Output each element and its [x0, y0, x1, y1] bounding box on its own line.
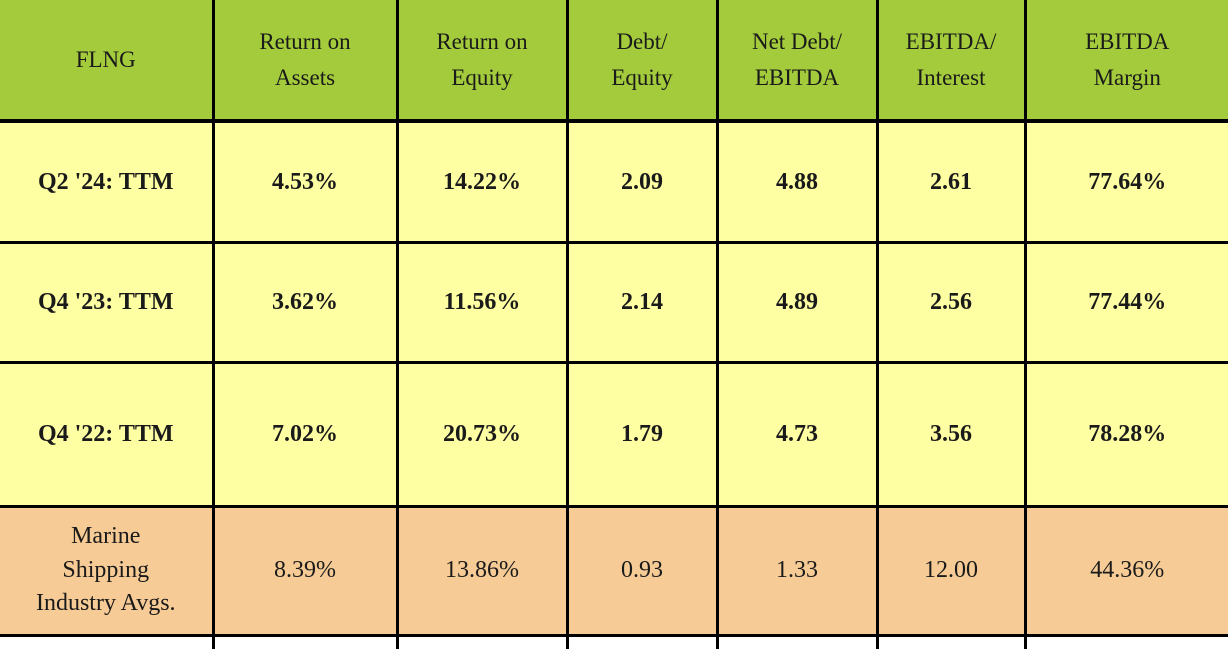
table-header-row: FLNG Return on Assets Return on Equity D…	[0, 0, 1228, 123]
table-row-q4-23-ttm: Q4 '23: TTM 3.62% 11.56% 2.14 4.89 2.56 …	[0, 240, 1228, 364]
cell-ebitda-margin: 77.44%	[1023, 240, 1228, 364]
flng-ratios-table: FLNG Return on Assets Return on Equity D…	[0, 0, 1228, 649]
cell-ebitda-interest: 12.00	[875, 504, 1027, 637]
column-header-return-on-assets: Return on Assets	[211, 0, 399, 123]
cell-net-debt-ebitda: 4.88	[715, 119, 879, 244]
cell-net-debt-ebitda: 4.89	[715, 240, 879, 364]
column-header-return-on-equity: Return on Equity	[395, 0, 569, 123]
row-label: Q4 '22: TTM	[0, 360, 215, 508]
cutoff-cell	[211, 633, 399, 649]
cutoff-cell	[715, 633, 879, 649]
cell-net-debt-ebitda: 1.33	[715, 504, 879, 637]
cell-return-on-assets: 7.02%	[211, 360, 399, 508]
table-row-industry-averages: Marine Shipping Industry Avgs. 8.39% 13.…	[0, 504, 1228, 637]
column-header-ebitda-interest: EBITDA/ Interest	[875, 0, 1027, 123]
cell-ebitda-interest: 2.56	[875, 240, 1027, 364]
cutoff-cell	[565, 633, 719, 649]
cell-return-on-assets: 4.53%	[211, 119, 399, 244]
cell-ebitda-interest: 3.56	[875, 360, 1027, 508]
column-header-net-debt-ebitda: Net Debt/ EBITDA	[715, 0, 879, 123]
row-label: Marine Shipping Industry Avgs.	[0, 504, 215, 637]
cell-return-on-assets: 3.62%	[211, 240, 399, 364]
cell-net-debt-ebitda: 4.73	[715, 360, 879, 508]
column-header-ebitda-margin: EBITDA Margin	[1023, 0, 1228, 123]
cutoff-cell	[875, 633, 1027, 649]
cell-debt-equity: 0.93	[565, 504, 719, 637]
column-header-debt-equity: Debt/ Equity	[565, 0, 719, 123]
cell-return-on-equity: 13.86%	[395, 504, 569, 637]
cell-return-on-assets: 8.39%	[211, 504, 399, 637]
row-label: Q4 '23: TTM	[0, 240, 215, 364]
cutoff-cell	[1023, 633, 1228, 649]
cell-debt-equity: 2.14	[565, 240, 719, 364]
cell-ebitda-margin: 78.28%	[1023, 360, 1228, 508]
cutoff-cell	[0, 633, 215, 649]
cell-return-on-equity: 11.56%	[395, 240, 569, 364]
row-label: Q2 '24: TTM	[0, 119, 215, 244]
cell-debt-equity: 1.79	[565, 360, 719, 508]
cell-return-on-equity: 20.73%	[395, 360, 569, 508]
cell-ebitda-margin: 44.36%	[1023, 504, 1228, 637]
cutoff-cell	[395, 633, 569, 649]
cell-return-on-equity: 14.22%	[395, 119, 569, 244]
cell-ebitda-interest: 2.61	[875, 119, 1027, 244]
cell-ebitda-margin: 77.64%	[1023, 119, 1228, 244]
column-header-ticker: FLNG	[0, 0, 215, 123]
cell-debt-equity: 2.09	[565, 119, 719, 244]
table-row-q2-24-ttm: Q2 '24: TTM 4.53% 14.22% 2.09 4.88 2.61 …	[0, 119, 1228, 244]
table-row-q4-22-ttm: Q4 '22: TTM 7.02% 20.73% 1.79 4.73 3.56 …	[0, 360, 1228, 508]
table-row-cutoff	[0, 633, 1228, 649]
